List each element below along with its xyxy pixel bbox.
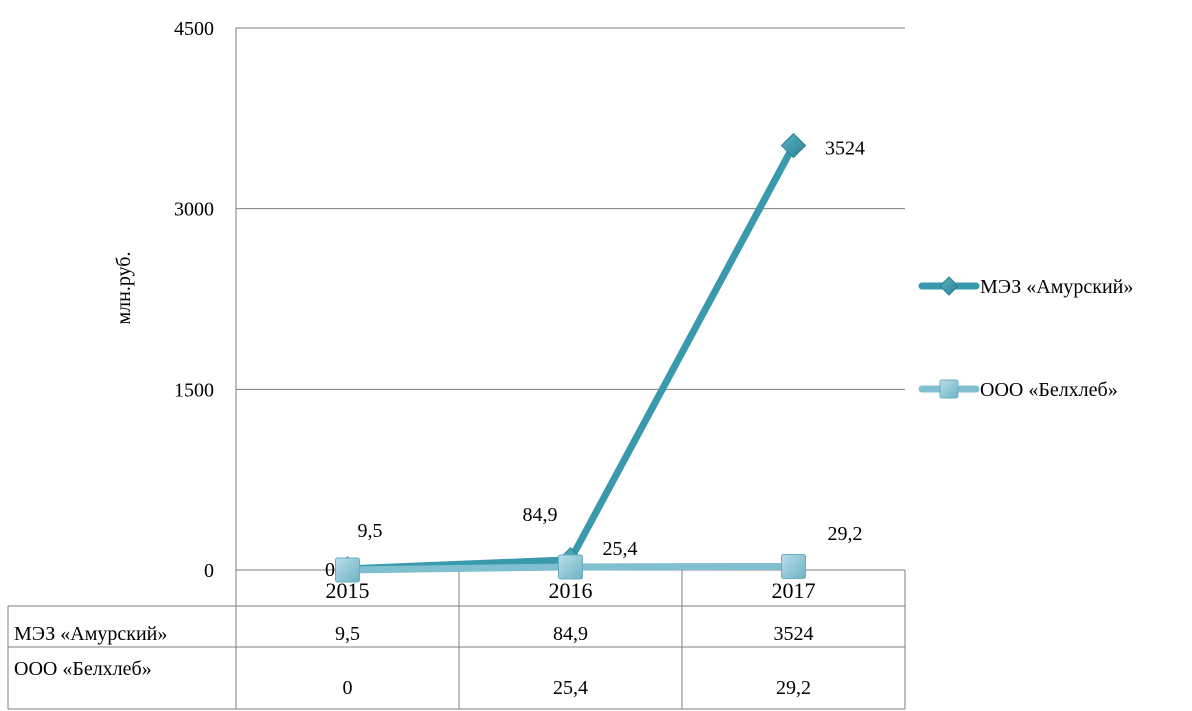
y-tick-label: 4500 <box>174 18 214 40</box>
legend-label: ООО «Белхлеб» <box>980 379 1118 401</box>
y-tick-label: 0 <box>204 560 214 582</box>
gridlines <box>236 27 905 390</box>
table-cell: 29,2 <box>776 677 811 699</box>
table-series-name: МЭЗ «Амурский» <box>14 623 167 645</box>
data-labels: 9,5 84,9 3524 0 25,4 29,2 <box>325 138 865 581</box>
table-series-name: ООО «Белхлеб» <box>14 658 152 680</box>
axes: 0 1500 3000 4500 <box>174 18 905 582</box>
x-tick-label: 2016 <box>549 578 593 603</box>
legend-marker-diamond <box>939 276 959 296</box>
data-label: 0 <box>325 559 335 581</box>
data-label: 29,2 <box>828 523 863 545</box>
data-point-diamond <box>780 132 807 159</box>
legend: МЭЗ «Амурский» ООО «Белхлеб» <box>918 276 1133 401</box>
data-label: 84,9 <box>523 504 558 526</box>
data-label: 9,5 <box>358 520 383 542</box>
data-label: 3524 <box>825 138 865 160</box>
data-point-square <box>335 557 360 583</box>
data-label: 25,4 <box>603 538 638 560</box>
table-cell: 0 <box>343 677 353 699</box>
x-tick-label: 2017 <box>772 578 816 603</box>
y-tick-label: 3000 <box>174 199 214 221</box>
y-tick-label: 1500 <box>174 379 214 401</box>
table-cell: 25,4 <box>553 677 588 699</box>
series <box>334 132 807 583</box>
table-cell: 84,9 <box>553 623 588 645</box>
y-axis-title: млн.руб. <box>113 252 135 325</box>
legend-label: МЭЗ «Амурский» <box>980 276 1133 298</box>
data-point-square <box>558 554 583 580</box>
data-point-square <box>781 553 806 579</box>
table-cell: 9,5 <box>335 623 360 645</box>
table-cell: 3524 <box>774 623 814 645</box>
legend-marker-square <box>939 379 959 399</box>
